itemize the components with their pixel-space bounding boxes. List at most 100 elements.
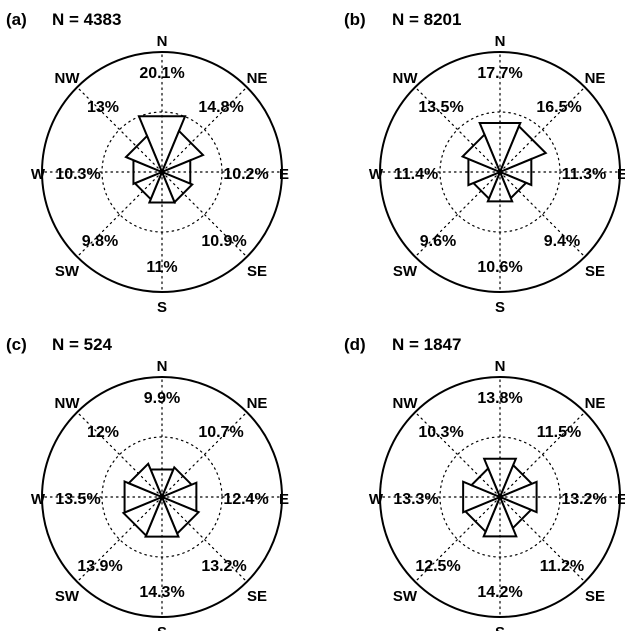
percent-label-ne: 11.5%: [537, 424, 581, 441]
direction-label-se: SE: [247, 263, 267, 280]
direction-label-w: W: [369, 166, 384, 183]
wedge-spoke: [479, 171, 501, 193]
grid-ray: [499, 496, 586, 583]
wind-rose-panel: (b) N = 8201 N NE E SE S SW W NW 17.7% 16.5% 11.3% 9.…: [344, 10, 625, 316]
direction-label-nw: NW: [55, 395, 81, 412]
direction-label-w: W: [31, 166, 46, 183]
percent-label-e: 13.2%: [561, 491, 606, 508]
wedge-spoke: [131, 496, 163, 528]
outer-circle: [379, 51, 621, 293]
direction-label-n: N: [495, 358, 506, 375]
percent-label-w: 11.4%: [394, 166, 438, 183]
wedge-spoke: [140, 171, 163, 194]
direction-label-sw: SW: [393, 263, 418, 280]
panel-title: N = 1847: [392, 335, 461, 354]
direction-label-e: E: [279, 491, 289, 508]
grid-ray: [161, 171, 248, 258]
direction-label-e: E: [617, 166, 625, 183]
panel-label: (c): [6, 335, 27, 354]
wind-rose-panel: (d) N = 1847 N NE E SE S SW W NW 13.8% 11.5% 13.2% 11…: [344, 335, 625, 631]
percent-label-ne: 16.5%: [536, 99, 581, 116]
percent-label-e: 10.2%: [223, 166, 268, 183]
grid-ray: [76, 86, 163, 173]
direction-label-s: S: [157, 624, 167, 631]
percent-label-se: 13.2%: [201, 558, 246, 575]
direction-label-ne: NE: [585, 395, 606, 412]
direction-label-n: N: [157, 358, 168, 375]
percent-label-n: 17.7%: [477, 65, 522, 82]
direction-label-nw: NW: [55, 70, 81, 87]
percent-label-nw: 13%: [87, 99, 119, 116]
percent-label-n: 20.1%: [139, 65, 184, 82]
wedge-spoke: [499, 472, 525, 498]
direction-label-nw: NW: [393, 70, 419, 87]
wedge-spoke: [472, 496, 501, 525]
outer-circle: [41, 51, 283, 293]
direction-label-ne: NE: [585, 70, 606, 87]
percent-label-nw: 13.5%: [418, 99, 463, 116]
direction-label-ne: NE: [247, 70, 268, 87]
percent-label-ne: 10.7%: [198, 424, 243, 441]
percent-label-n: 13.8%: [477, 390, 522, 407]
wedge-spoke: [477, 474, 501, 498]
grid-ray: [414, 496, 501, 583]
grid-ray: [76, 171, 163, 258]
percent-label-sw: 9.8%: [82, 233, 118, 250]
percent-label-nw: 10.3%: [418, 424, 463, 441]
grid-ray: [76, 496, 163, 583]
wedge-spoke: [499, 496, 525, 522]
percent-label-sw: 9.6%: [420, 233, 456, 250]
wedge-spoke: [133, 143, 163, 173]
direction-label-n: N: [495, 33, 506, 50]
wedge-spoke: [161, 140, 194, 173]
direction-label-n: N: [157, 33, 168, 50]
percent-label-s: 11%: [146, 259, 177, 276]
direction-label-se: SE: [585, 263, 605, 280]
direction-label-s: S: [495, 299, 505, 316]
percent-label-se: 9.4%: [544, 233, 580, 250]
direction-label-se: SE: [585, 588, 605, 605]
grid-ray: [76, 411, 163, 498]
grid-ray: [414, 411, 501, 498]
wedge-spoke: [161, 473, 186, 498]
panel-title: N = 524: [52, 335, 113, 354]
direction-label-e: E: [279, 166, 289, 183]
direction-label-sw: SW: [55, 588, 80, 605]
percent-label-sw: 12.5%: [415, 558, 460, 575]
direction-label-e: E: [617, 491, 625, 508]
wedge-spoke: [135, 470, 163, 498]
wedge-spoke: [161, 171, 186, 196]
grid-ray: [161, 86, 248, 173]
panel-label: (b): [344, 10, 366, 29]
direction-label-sw: SW: [393, 588, 418, 605]
panel-label: (a): [6, 10, 27, 29]
direction-label-nw: NW: [393, 395, 419, 412]
direction-label-se: SE: [247, 588, 267, 605]
direction-label-ne: NE: [247, 395, 268, 412]
outer-circle: [41, 376, 283, 618]
direction-label-sw: SW: [55, 263, 80, 280]
percent-label-s: 14.2%: [477, 584, 522, 601]
wind-rose-panel: (a) N = 4383 N NE E SE S SW W NW 20.1% 14.8% 10.2% 10…: [6, 10, 289, 316]
grid-ray: [161, 411, 248, 498]
percent-label-s: 10.6%: [477, 259, 522, 276]
wedge-spoke: [499, 171, 521, 193]
direction-label-s: S: [157, 299, 167, 316]
percent-label-n: 9.9%: [144, 390, 180, 407]
wedge-spoke: [161, 496, 191, 526]
grid-ray: [414, 86, 501, 173]
percent-label-e: 11.3%: [562, 166, 606, 183]
outer-circle: [379, 376, 621, 618]
percent-label-ne: 14.8%: [198, 99, 243, 116]
percent-label-w: 10.3%: [55, 166, 100, 183]
percent-label-sw: 13.9%: [77, 558, 122, 575]
percent-label-e: 12.4%: [223, 491, 268, 508]
panel-title: N = 4383: [52, 10, 121, 29]
percent-label-se: 11.2%: [540, 558, 584, 575]
percent-label-s: 14.3%: [139, 584, 184, 601]
direction-label-s: S: [495, 624, 505, 631]
direction-label-w: W: [31, 491, 46, 508]
grid-ray: [414, 171, 501, 258]
grid-ray: [499, 86, 586, 173]
